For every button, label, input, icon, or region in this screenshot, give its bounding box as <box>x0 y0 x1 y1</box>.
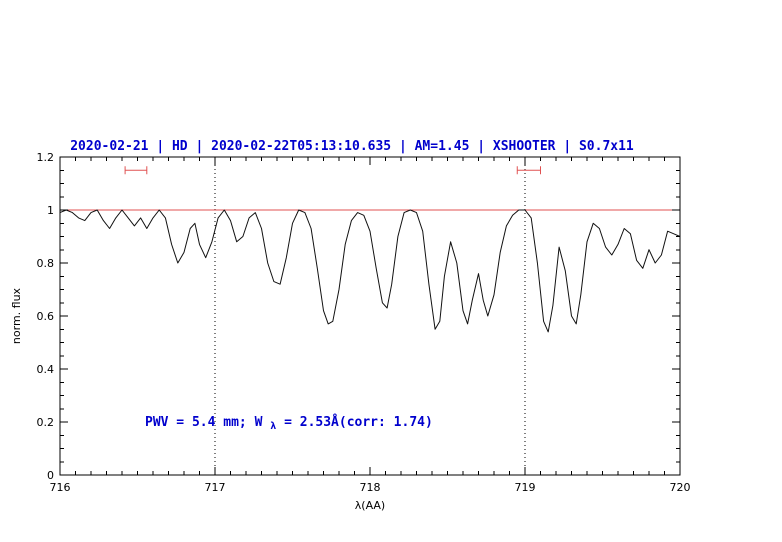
plot-frame <box>59 156 681 476</box>
x-tick-label: 716 <box>50 481 71 494</box>
x-tick-label: 717 <box>205 481 226 494</box>
axis-tick-labels: 716 717 718 719 720 0 0.2 0.4 0.6 0.8 1 1.2 <box>37 151 691 494</box>
x-tick-label: 718 <box>360 481 381 494</box>
y-tick-label: 1.2 <box>37 151 55 164</box>
spectrum-trace <box>59 209 681 333</box>
x-tick-label: 719 <box>515 481 536 494</box>
y-tick-label: 1 <box>47 204 54 217</box>
x-axis-label: λ(AA) <box>355 499 385 512</box>
y-tick-label: 0.4 <box>37 363 55 376</box>
y-tick-label: 0.8 <box>37 257 55 270</box>
x-tick-label: 720 <box>670 481 691 494</box>
y-tick-label: 0.6 <box>37 310 55 323</box>
pwv-annotation-sub: λ <box>270 421 276 432</box>
pwv-annotation: PWV = 5.4 mm; W λ = 2.53Å(corr: 1.74) <box>145 414 433 433</box>
y-tick-label: 0.2 <box>37 416 55 429</box>
pwv-annotation-prefix: PWV = 5.4 mm; W <box>145 415 263 430</box>
y-axis-label: norm. flux <box>10 287 23 344</box>
red-range-markers <box>124 166 541 175</box>
pwv-annotation-suffix: = 2.53Å(corr: 1.74) <box>284 414 433 430</box>
plot-title: 2020-02-21 | HD | 2020-02-22T05:13:10.63… <box>70 139 634 154</box>
y-tick-label: 0 <box>47 469 54 482</box>
spectrum-line <box>59 209 681 333</box>
